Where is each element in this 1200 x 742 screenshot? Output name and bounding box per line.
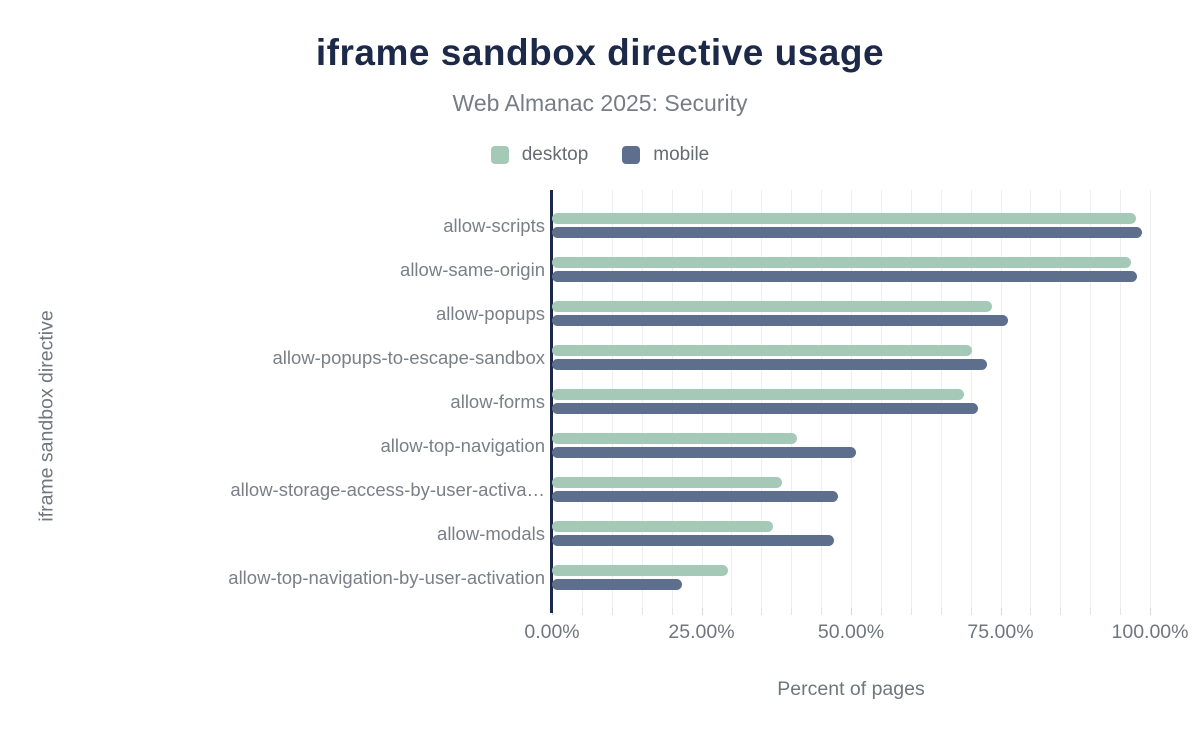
axis-tick — [791, 608, 793, 615]
bar-desktop — [552, 477, 782, 488]
legend-item-desktop: desktop — [490, 144, 589, 166]
legend-label-mobile: mobile — [653, 144, 710, 165]
y-axis-title: iframe sandbox directive — [35, 310, 58, 522]
category-label: allow-same-origin — [400, 259, 545, 280]
desktop-swatch-icon — [490, 146, 509, 164]
axis-tick — [910, 608, 912, 615]
bar-desktop — [552, 301, 992, 312]
legend-item-mobile: mobile — [622, 144, 709, 166]
axis-tick — [1030, 608, 1032, 615]
axis-tick — [880, 608, 882, 615]
x-tick-label: 25.00% — [668, 621, 735, 643]
gridline — [1120, 190, 1122, 608]
x-tick-label: 0.00% — [524, 621, 580, 643]
bar-desktop — [552, 257, 1131, 268]
legend: desktop mobile — [0, 144, 1200, 166]
gridline — [1000, 190, 1002, 608]
category-label: allow-top-navigation — [380, 435, 545, 456]
bar-desktop — [552, 565, 729, 576]
axis-tick — [1150, 608, 1151, 615]
x-axis-title: Percent of pages — [777, 678, 925, 700]
category-label: allow-scripts — [443, 215, 545, 236]
bar-mobile — [552, 315, 1009, 326]
legend-label-desktop: desktop — [521, 144, 589, 165]
axis-tick — [970, 608, 972, 615]
bar-desktop — [552, 389, 965, 400]
axis-tick — [701, 608, 703, 615]
bar-desktop — [552, 433, 798, 444]
bar-desktop — [552, 345, 972, 356]
x-tick-label: 100.00% — [1111, 621, 1189, 643]
category-label: allow-storage-access-by-user-activa… — [230, 479, 545, 500]
axis-tick — [671, 608, 673, 615]
bar-mobile — [552, 359, 987, 370]
bar-desktop — [552, 213, 1137, 224]
category-label: allow-popups-to-escape-sandbox — [272, 347, 545, 368]
gridline — [970, 190, 972, 608]
axis-tick — [552, 608, 553, 615]
chart-title: iframe sandbox directive usage — [315, 32, 885, 73]
x-tick-label: 50.00% — [817, 621, 885, 643]
axis-tick — [1120, 608, 1122, 615]
chart-subtitle: Web Almanac 2025: Security — [452, 90, 748, 116]
category-label: allow-top-navigation-by-user-activation — [228, 567, 545, 588]
y-axis-line — [550, 190, 553, 613]
x-tick-label: 75.00% — [967, 621, 1034, 643]
bar-mobile — [552, 227, 1142, 238]
bar-mobile — [552, 271, 1138, 282]
axis-tick — [940, 608, 942, 615]
mobile-swatch-icon — [622, 146, 641, 164]
axis-tick — [851, 608, 852, 615]
axis-tick — [1060, 608, 1062, 615]
gridline — [1030, 190, 1032, 608]
bar-mobile — [552, 535, 834, 546]
axis-tick — [1000, 608, 1002, 615]
category-label: allow-forms — [450, 391, 545, 412]
axis-tick — [821, 608, 823, 615]
bar-mobile — [552, 403, 979, 414]
axis-tick — [581, 608, 583, 615]
axis-tick — [761, 608, 763, 615]
category-label: allow-modals — [437, 523, 545, 544]
axis-tick — [1090, 608, 1092, 615]
axis-tick — [611, 608, 613, 615]
bar-desktop — [552, 521, 774, 532]
category-label: allow-popups — [435, 303, 545, 324]
bar-mobile — [552, 447, 856, 458]
gridline — [1150, 190, 1151, 608]
gridline — [1060, 190, 1062, 608]
axis-tick — [641, 608, 643, 615]
gridline — [1090, 190, 1092, 608]
bar-mobile — [552, 491, 838, 502]
bar-mobile — [552, 579, 682, 590]
axis-tick — [731, 608, 733, 615]
